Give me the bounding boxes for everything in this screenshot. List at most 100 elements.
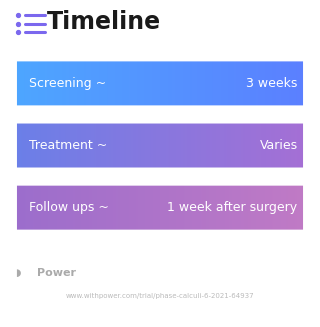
Bar: [69, 181, 70, 234]
Bar: [212, 119, 213, 172]
Bar: [173, 119, 175, 172]
Bar: [184, 119, 185, 172]
Bar: [150, 119, 151, 172]
Bar: [48, 181, 50, 234]
Bar: [269, 57, 271, 110]
Bar: [135, 57, 137, 110]
Bar: [216, 119, 218, 172]
Bar: [101, 181, 103, 234]
Bar: [63, 119, 65, 172]
Bar: [116, 181, 118, 234]
Bar: [82, 57, 84, 110]
Bar: [120, 119, 122, 172]
Bar: [135, 181, 137, 234]
Text: Screening ~: Screening ~: [29, 77, 106, 90]
Bar: [47, 119, 48, 172]
Bar: [148, 57, 150, 110]
Bar: [69, 57, 70, 110]
Bar: [248, 57, 250, 110]
Bar: [212, 57, 213, 110]
Bar: [189, 119, 191, 172]
Bar: [301, 57, 303, 110]
Bar: [19, 181, 20, 234]
Bar: [291, 181, 293, 234]
Bar: [223, 57, 225, 110]
Bar: [119, 181, 121, 234]
Bar: [210, 57, 212, 110]
Bar: [273, 119, 275, 172]
Bar: [248, 119, 250, 172]
Bar: [17, 181, 19, 234]
Text: 1 week after surgery: 1 week after surgery: [167, 201, 298, 214]
Bar: [38, 57, 40, 110]
Bar: [20, 57, 22, 110]
Bar: [128, 119, 129, 172]
Bar: [85, 119, 87, 172]
Bar: [110, 119, 112, 172]
Bar: [97, 57, 99, 110]
Bar: [253, 57, 254, 110]
Bar: [33, 181, 35, 234]
Bar: [61, 57, 63, 110]
Bar: [292, 181, 294, 234]
Bar: [73, 181, 75, 234]
Bar: [138, 119, 140, 172]
Bar: [272, 57, 274, 110]
Bar: [276, 57, 278, 110]
Bar: [136, 119, 138, 172]
Bar: [32, 181, 34, 234]
Bar: [66, 119, 68, 172]
Bar: [251, 57, 253, 110]
Bar: [270, 181, 272, 234]
Bar: [265, 57, 266, 110]
Bar: [191, 57, 193, 110]
Bar: [153, 119, 155, 172]
Bar: [175, 57, 177, 110]
Bar: [234, 57, 236, 110]
Bar: [41, 57, 43, 110]
Bar: [88, 57, 90, 110]
Bar: [17, 119, 19, 172]
Bar: [101, 119, 103, 172]
Bar: [41, 119, 43, 172]
Bar: [92, 119, 94, 172]
Bar: [201, 119, 203, 172]
Bar: [33, 57, 35, 110]
Bar: [50, 119, 52, 172]
Bar: [269, 119, 271, 172]
Bar: [166, 181, 168, 234]
Bar: [81, 181, 82, 234]
Bar: [76, 181, 78, 234]
Bar: [194, 181, 196, 234]
Bar: [136, 181, 138, 234]
Bar: [256, 57, 258, 110]
Bar: [172, 119, 173, 172]
Bar: [250, 119, 252, 172]
Bar: [244, 181, 246, 234]
Bar: [75, 57, 76, 110]
Bar: [243, 119, 244, 172]
Bar: [256, 119, 258, 172]
Bar: [85, 181, 87, 234]
Bar: [279, 119, 281, 172]
Bar: [44, 181, 45, 234]
Bar: [158, 57, 160, 110]
Bar: [247, 57, 249, 110]
Bar: [30, 57, 32, 110]
Bar: [117, 181, 119, 234]
Bar: [126, 119, 128, 172]
Bar: [117, 119, 119, 172]
Bar: [290, 57, 291, 110]
Bar: [140, 181, 141, 234]
Bar: [287, 119, 288, 172]
Bar: [108, 181, 110, 234]
Bar: [29, 57, 31, 110]
Bar: [172, 181, 173, 234]
Bar: [50, 181, 52, 234]
Bar: [125, 119, 126, 172]
Bar: [144, 119, 146, 172]
Bar: [16, 181, 18, 234]
Bar: [14, 181, 16, 234]
Bar: [204, 57, 206, 110]
Bar: [107, 181, 109, 234]
